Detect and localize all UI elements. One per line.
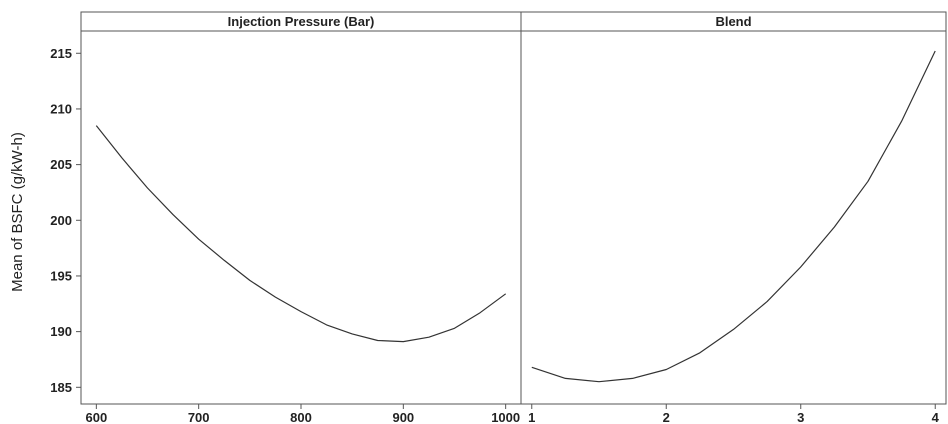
x-tick-label: 1000 — [491, 410, 520, 424]
panel-title: Blend — [715, 14, 751, 29]
y-tick-label: 205 — [50, 157, 72, 172]
panel-frame — [520, 30, 947, 405]
x-tick-label: 700 — [188, 410, 210, 424]
series-line — [95, 125, 507, 343]
x-tick-label: 1 — [528, 410, 535, 424]
y-tick-label: 190 — [50, 324, 72, 339]
x-tick-label: 800 — [290, 410, 312, 424]
panel-frame — [80, 30, 522, 405]
y-tick-label: 195 — [50, 268, 72, 283]
y-tick-label: 210 — [50, 101, 72, 116]
x-tick-label: 4 — [932, 410, 940, 424]
y-tick-label: 200 — [50, 213, 72, 228]
series-line — [531, 50, 936, 383]
x-tick-label: 3 — [797, 410, 804, 424]
y-axis-title: Mean of BSFC (g/kW-h) — [9, 132, 26, 292]
panel-title: Injection Pressure (Bar) — [228, 14, 375, 29]
x-tick-label: 900 — [392, 410, 414, 424]
x-tick-label: 2 — [663, 410, 670, 424]
x-tick-label: 600 — [85, 410, 107, 424]
y-tick-label: 215 — [50, 46, 72, 61]
y-tick-label: 185 — [50, 380, 72, 395]
plot-layer: 185 190 195 200 205 210 215 Injection Pressure … — [50, 11, 947, 424]
